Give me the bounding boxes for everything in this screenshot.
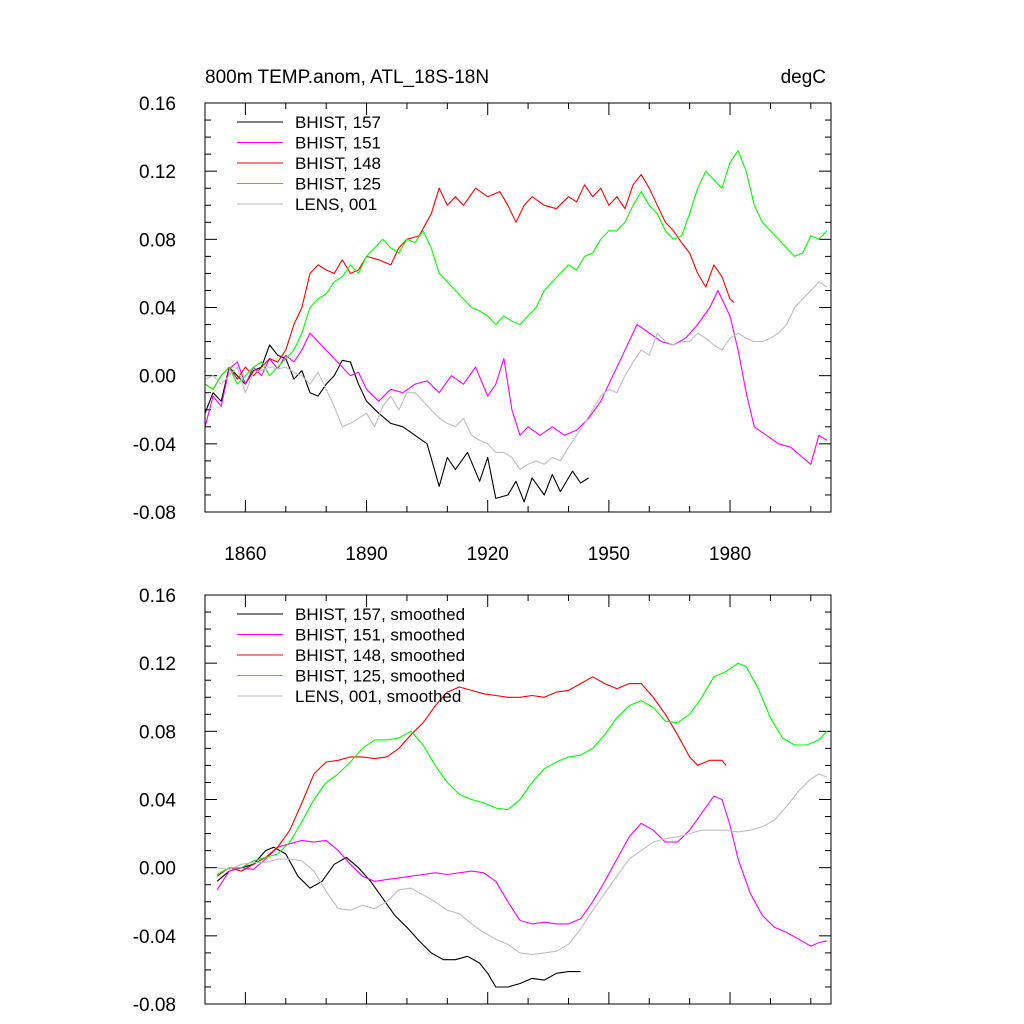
y-tick-label: 0.00 xyxy=(139,367,176,388)
y-tick-label: 0.12 xyxy=(139,162,176,183)
legend-label: BHIST, 148 xyxy=(295,154,381,173)
series-line-lens-001-smoothed xyxy=(217,773,828,956)
legend-label: BHIST, 151, smoothed xyxy=(295,626,465,645)
y-tick-label: 0.12 xyxy=(139,654,176,675)
y-tick-label: 0.16 xyxy=(139,94,176,115)
series-line-bhist-125-smoothed xyxy=(216,662,828,875)
x-tick-label: 1980 xyxy=(709,544,751,565)
legend-label: BHIST, 125, smoothed xyxy=(295,667,465,686)
y-tick-label: 0.08 xyxy=(139,230,176,251)
series-line-bhist-157-smoothed xyxy=(216,846,581,988)
legend-label: BHIST, 148, smoothed xyxy=(295,646,465,665)
plot-frame xyxy=(204,594,832,1005)
x-axis-tick-labels: 1860 1890 1920 1950 1980 xyxy=(224,544,751,565)
legend-label: BHIST, 157, smoothed xyxy=(295,605,465,624)
y-tick-label: 0.08 xyxy=(139,722,176,743)
y-tick-label: -0.08 xyxy=(133,995,176,1016)
legend-label: BHIST, 157 xyxy=(295,113,381,132)
top-panel-unsmoothed: 800m TEMP.anom, ATL_18S-18N degC 0.160.1… xyxy=(133,67,832,565)
axis-ticks xyxy=(204,102,831,513)
units-label: degC xyxy=(781,67,826,88)
legend-label: BHIST, 151 xyxy=(295,134,381,153)
y-axis-tick-labels: 0.16 0.12 0.08 0.04 0.00 -0.04 -0.08 xyxy=(133,94,177,524)
series-line-bhist-157 xyxy=(204,344,589,503)
chart-title: 800m TEMP.anom, ATL_18S-18N xyxy=(205,67,489,88)
x-tick-label: 1920 xyxy=(467,544,509,565)
y-tick-label: -0.08 xyxy=(133,503,176,524)
x-tick-label: 1950 xyxy=(588,544,630,565)
plot-frame xyxy=(204,102,832,513)
legend-label: LENS, 001, smoothed xyxy=(295,687,461,706)
series-line-bhist-125 xyxy=(204,150,828,390)
y-tick-label: 0.04 xyxy=(139,299,176,320)
legend-label: LENS, 001 xyxy=(295,195,377,214)
series-line-bhist-148 xyxy=(204,174,735,390)
series-lines xyxy=(204,150,828,503)
y-tick-label: 0.16 xyxy=(139,586,176,607)
y-tick-label: 0.00 xyxy=(139,859,176,880)
series-line-bhist-151-smoothed xyxy=(216,795,828,947)
legend: BHIST, 157, smoothed BHIST, 151, smoothed… xyxy=(237,605,465,706)
y-tick-label: -0.04 xyxy=(133,927,177,948)
y-tick-label: 0.04 xyxy=(139,791,176,812)
series-line-bhist-151 xyxy=(204,289,828,465)
y-tick-label: -0.04 xyxy=(133,435,177,456)
series-lines xyxy=(216,662,828,988)
series-line-bhist-148-smoothed xyxy=(216,676,727,877)
legend-label: BHIST, 125 xyxy=(295,175,381,194)
bottom-panel-smoothed: 0.16 0.12 0.08 0.04 0.00 -0.04 -0.08 BHIST, 15… xyxy=(133,586,832,1016)
series-line-lens-001 xyxy=(204,281,828,470)
y-axis-tick-labels: 0.16 0.12 0.08 0.04 0.00 -0.04 -0.08 xyxy=(133,586,177,1016)
x-tick-label: 1890 xyxy=(345,544,387,565)
x-tick-label: 1860 xyxy=(224,544,266,565)
